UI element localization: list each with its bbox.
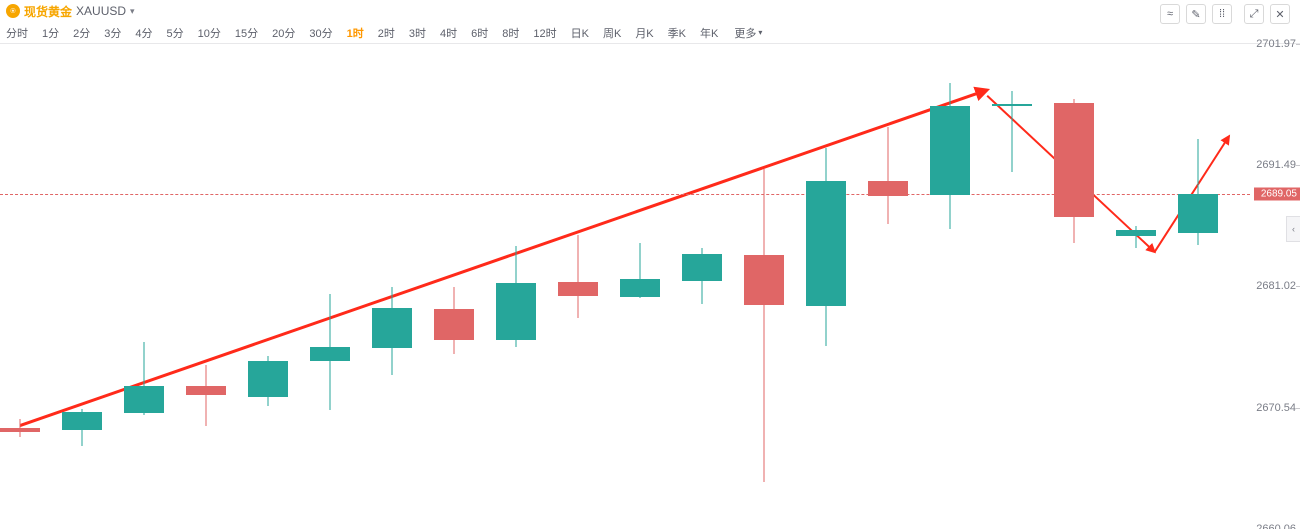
draw-icon[interactable]: ✎: [1186, 4, 1206, 24]
candle-body: [496, 283, 536, 340]
timeframe-2时[interactable]: 2时: [378, 25, 395, 41]
candle[interactable]: [1178, 44, 1218, 529]
candle[interactable]: [992, 44, 1032, 529]
y-tick-mark: [1296, 286, 1300, 287]
timeframe-30分[interactable]: 30分: [309, 25, 332, 41]
timeframe-4时[interactable]: 4时: [440, 25, 457, 41]
candle-body: [930, 106, 970, 195]
candle-body: [186, 386, 226, 395]
symbol-icon-glyph: ⍟: [10, 7, 15, 16]
y-tick-label: 2691.49: [1256, 159, 1296, 171]
timeframe-15分[interactable]: 15分: [235, 25, 258, 41]
candle[interactable]: [806, 44, 846, 529]
y-tick-mark: [1296, 165, 1300, 166]
chart-area[interactable]: [0, 44, 1250, 529]
candle[interactable]: [62, 44, 102, 529]
candle-body: [868, 181, 908, 196]
symbol-name[interactable]: 现货黄金: [24, 3, 72, 20]
candle-body: [124, 386, 164, 413]
candle-body: [0, 428, 40, 433]
candle[interactable]: [372, 44, 412, 529]
timeframe-2分[interactable]: 2分: [73, 25, 90, 41]
close-icon[interactable]: ✕: [1270, 4, 1290, 24]
current-price-tag: 2689.05: [1254, 187, 1300, 200]
candle-body: [1178, 194, 1218, 234]
timeframe-分时[interactable]: 分时: [6, 25, 28, 41]
y-tick-label: 2670.54: [1256, 402, 1296, 414]
candle-wick: [764, 169, 765, 483]
candle-body: [248, 361, 288, 397]
candle[interactable]: [744, 44, 784, 529]
timeframe-季K[interactable]: 季K: [668, 25, 686, 41]
symbol-ticker[interactable]: XAUUSD: [76, 4, 126, 18]
y-tick-mark: [1296, 408, 1300, 409]
candle-body: [620, 279, 660, 298]
toolbar-right: ≈ ✎ ⁞⁞ ⤢ ✕: [1160, 4, 1290, 24]
candle-style-icon[interactable]: ⁞⁞: [1212, 4, 1232, 24]
timeframe-4分[interactable]: 4分: [135, 25, 152, 41]
chart-root: ⍟ 现货黄金 XAUUSD ▾ 分时 1分 2分 3分 4分 5分 10分 15分 20分 30分…: [0, 0, 1300, 529]
candle-wick: [888, 127, 889, 224]
timeframe-1分[interactable]: 1分: [42, 25, 59, 41]
y-tick-mark: [1296, 44, 1300, 45]
timeframe-10分[interactable]: 10分: [198, 25, 221, 41]
candle[interactable]: [186, 44, 226, 529]
candle-wick: [578, 235, 579, 318]
candle[interactable]: [434, 44, 474, 529]
timeframe-20分[interactable]: 20分: [272, 25, 295, 41]
timeframe-日K[interactable]: 日K: [571, 25, 589, 41]
timeframe-5分[interactable]: 5分: [167, 25, 184, 41]
candle[interactable]: [930, 44, 970, 529]
candle[interactable]: [310, 44, 350, 529]
candle[interactable]: [124, 44, 164, 529]
timeframe-more[interactable]: 更多▾: [734, 25, 762, 41]
candle-body: [434, 309, 474, 340]
candle-body: [992, 104, 1032, 106]
candle[interactable]: [1116, 44, 1156, 529]
timeframe-月K[interactable]: 月K: [635, 25, 653, 41]
candle-body: [558, 282, 598, 296]
timeframe-3时[interactable]: 3时: [409, 25, 426, 41]
axis-expand-tab[interactable]: ‹: [1286, 216, 1300, 242]
timeframe-年K[interactable]: 年K: [700, 25, 718, 41]
candle[interactable]: [620, 44, 660, 529]
timeframe-8时[interactable]: 8时: [502, 25, 519, 41]
candle-body: [372, 308, 412, 349]
candle[interactable]: [496, 44, 536, 529]
symbol-bar: ⍟ 现货黄金 XAUUSD ▾: [0, 0, 1300, 22]
candle-body: [744, 255, 784, 305]
candle-body: [1116, 230, 1156, 236]
candle[interactable]: [248, 44, 288, 529]
candle[interactable]: [0, 44, 40, 529]
candle-body: [806, 181, 846, 306]
timeframe-12时[interactable]: 12时: [533, 25, 556, 41]
y-tick-label: 2681.02: [1256, 280, 1296, 292]
timeframe-bar: 分时 1分 2分 3分 4分 5分 10分 15分 20分 30分 1时 2时 3时 4时 6时 8时 12时日…: [0, 22, 1300, 44]
y-tick-label: 2701.97: [1256, 38, 1296, 50]
candle[interactable]: [682, 44, 722, 529]
expand-icon[interactable]: ⤢: [1244, 4, 1264, 24]
candle-body: [1054, 103, 1094, 218]
candle-body: [310, 347, 350, 361]
candle-wick: [206, 365, 207, 425]
candle[interactable]: [868, 44, 908, 529]
candle-body: [682, 254, 722, 281]
candle-body: [62, 412, 102, 431]
symbol-dropdown-icon[interactable]: ▾: [130, 6, 135, 17]
timeframe-6时[interactable]: 6时: [471, 25, 488, 41]
y-axis[interactable]: 2701.972691.492681.022670.542660.062689.…: [1250, 44, 1300, 529]
timeframe-周K[interactable]: 周K: [603, 25, 621, 41]
symbol-icon: ⍟: [6, 4, 20, 18]
candle[interactable]: [1054, 44, 1094, 529]
y-tick-label: 2660.06: [1256, 523, 1296, 529]
timeframe-3分[interactable]: 3分: [104, 25, 121, 41]
candle[interactable]: [558, 44, 598, 529]
timeframe-1时[interactable]: 1时: [347, 25, 364, 41]
indicator-icon[interactable]: ≈: [1160, 4, 1180, 24]
